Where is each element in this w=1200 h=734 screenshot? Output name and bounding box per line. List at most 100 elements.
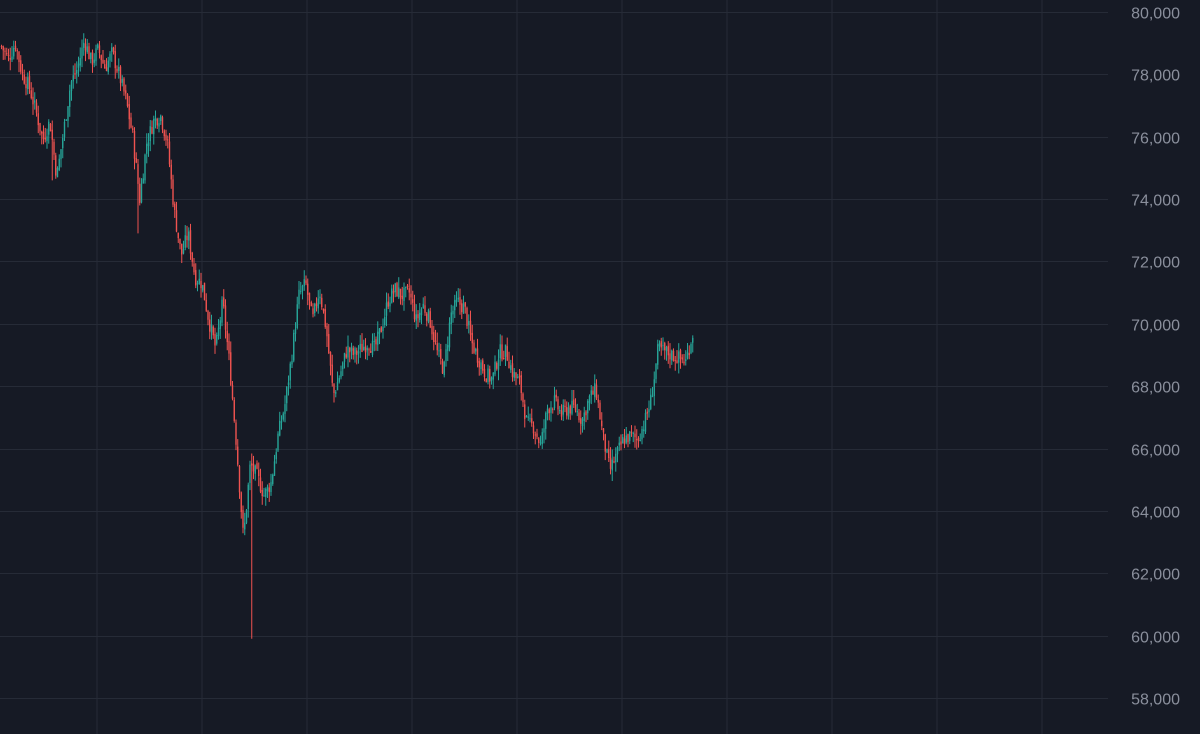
candle-up	[62, 137, 64, 149]
candle-down	[601, 420, 603, 427]
candle-up	[378, 328, 381, 334]
candle-up	[188, 231, 190, 241]
candle-down	[609, 457, 612, 469]
candle-up	[265, 488, 267, 497]
candle-up	[317, 298, 319, 309]
candle-down	[133, 130, 136, 159]
candle-down	[604, 434, 606, 452]
candle-up	[422, 303, 424, 309]
candle-up	[657, 344, 659, 365]
candle-up	[639, 440, 641, 442]
candle-down	[165, 134, 167, 141]
candle-down	[328, 333, 330, 353]
candle-down	[163, 130, 165, 137]
candle-up	[277, 433, 279, 451]
candle-up	[494, 361, 496, 375]
candle-down	[212, 326, 214, 336]
candle-up	[504, 344, 507, 357]
candle-down	[189, 230, 192, 254]
price-tick-label: 68,000	[1131, 380, 1180, 397]
candle-down	[522, 393, 524, 403]
candle-down	[679, 350, 682, 359]
candle-down	[592, 390, 594, 395]
candle-up	[27, 77, 29, 90]
candle-up	[447, 345, 449, 351]
candle-up	[382, 326, 384, 331]
candle-up	[121, 78, 123, 83]
candle-up	[448, 322, 451, 348]
candle-down	[44, 137, 46, 140]
candle-up	[359, 343, 361, 350]
candle-down	[42, 131, 45, 140]
price-tick-label: 62,000	[1131, 567, 1180, 584]
candle-up	[625, 435, 627, 443]
candle-up	[11, 56, 13, 60]
candle-down	[520, 375, 522, 393]
candle-up	[303, 279, 305, 287]
price-tick-label: 66,000	[1131, 443, 1180, 460]
candle-down	[683, 361, 685, 364]
candle-down	[364, 346, 367, 353]
candle-up	[67, 106, 69, 121]
candle-up	[76, 69, 78, 74]
candle-down	[240, 492, 242, 513]
candle-up	[513, 371, 515, 378]
candle-up	[527, 416, 529, 418]
candle-up	[202, 285, 204, 291]
candle-down	[39, 122, 41, 132]
candle-down	[676, 360, 678, 364]
candle-up	[263, 495, 265, 497]
candles	[0, 33, 694, 639]
candle-up	[140, 183, 143, 203]
candle-down	[473, 342, 475, 353]
candle-down	[580, 418, 582, 424]
candle-up	[142, 178, 144, 184]
candle-down	[242, 509, 244, 528]
candle-down	[536, 433, 538, 437]
candle-down	[408, 288, 410, 293]
candle-down	[41, 131, 43, 134]
candle-down	[18, 51, 20, 63]
candle-up	[95, 48, 97, 62]
candle-down	[230, 352, 232, 385]
candle-down	[102, 59, 104, 63]
candle-down	[172, 179, 174, 205]
candle-up	[245, 509, 248, 523]
candle-down	[508, 361, 510, 369]
candle-down	[459, 297, 461, 305]
candle-down	[186, 235, 188, 241]
candle-up	[182, 249, 185, 254]
price-tick-label: 70,000	[1131, 318, 1180, 335]
candle-up	[286, 387, 288, 404]
candle-up	[403, 287, 405, 301]
candle-down	[235, 422, 237, 445]
candle-down	[203, 282, 206, 301]
candle-down	[573, 399, 575, 405]
candle-up	[296, 304, 298, 328]
candle-down	[308, 292, 311, 301]
candle-down	[585, 411, 587, 416]
candle-up	[336, 382, 339, 391]
candle-up	[644, 412, 647, 432]
candle-up	[93, 59, 95, 63]
candle-down	[259, 477, 262, 492]
price-tick-label: 76,000	[1131, 131, 1180, 148]
candle-down	[233, 399, 235, 421]
candle-down	[88, 46, 90, 60]
candle-up	[198, 278, 200, 284]
candle-down	[0, 46, 3, 48]
candle-down	[170, 164, 172, 180]
candle-down	[667, 345, 669, 356]
candle-up	[443, 361, 445, 376]
candle-up	[686, 352, 689, 359]
candle-down	[681, 357, 683, 360]
candle-down	[14, 45, 17, 50]
candle-up	[219, 320, 221, 329]
candle-down	[503, 358, 505, 359]
candle-down	[349, 347, 351, 353]
candle-up	[275, 452, 277, 460]
candle-up	[65, 119, 67, 121]
candle-up	[149, 126, 151, 142]
candle-down	[664, 343, 666, 351]
candle-down	[538, 438, 540, 443]
